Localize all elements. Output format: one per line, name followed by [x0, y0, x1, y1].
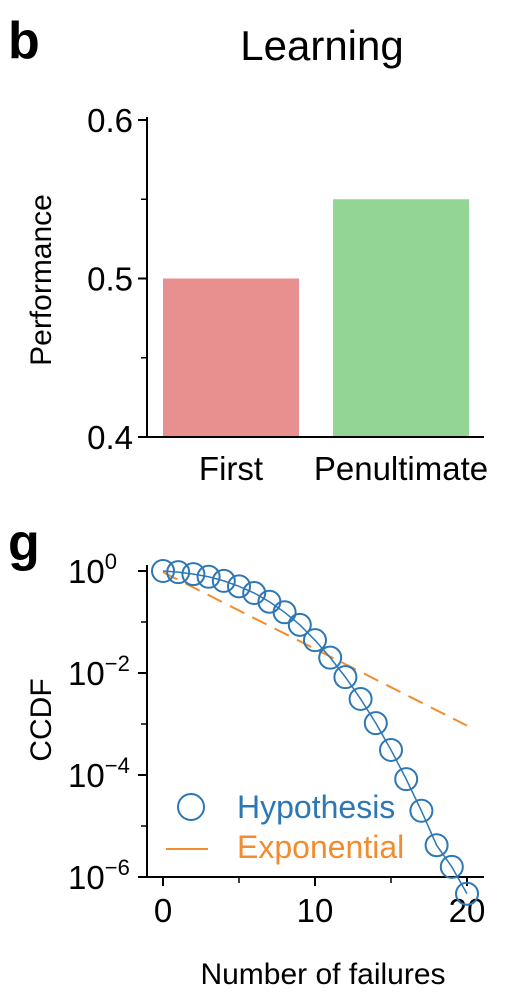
- x-ticks: 0 10 20: [154, 877, 486, 929]
- legend: Hypothesis Exponential: [166, 789, 404, 865]
- data-point-hypothesis: [272, 600, 297, 625]
- y-ticks: 100 10−2 10−4 10−6: [68, 549, 147, 896]
- data-point-hypothesis: [439, 854, 464, 879]
- x-tick-label: 0: [154, 892, 172, 929]
- legend-label-hypothesis: Hypothesis: [237, 789, 395, 825]
- y-ticks: 0.4 0.5 0.6: [87, 102, 147, 456]
- x-tick-label: 20: [449, 892, 486, 929]
- x-tick-label: 10: [297, 892, 334, 929]
- y-tick-label: 10−2: [68, 651, 130, 692]
- y-tick-label: 0.4: [87, 419, 133, 456]
- data-point-hypothesis: [348, 686, 373, 711]
- y-axis-label: Performance: [25, 194, 58, 366]
- bar-first: [163, 278, 299, 437]
- y-tick-label: 100: [68, 549, 117, 590]
- data-point-hypothesis: [394, 767, 419, 792]
- panel-letter-g: g: [8, 514, 40, 572]
- data-point-hypothesis: [303, 628, 327, 653]
- data-point-hypothesis: [151, 559, 175, 583]
- data-point-hypothesis: [455, 881, 479, 906]
- data-point-hypothesis: [424, 833, 449, 858]
- x-axis-label: Number of failures: [200, 958, 445, 991]
- data-point-hypothesis: [242, 581, 267, 606]
- legend-marker-hypothesis: [177, 793, 205, 821]
- chart-title: Learning: [240, 22, 403, 69]
- y-tick-label: 0.6: [87, 102, 133, 139]
- data-point-hypothesis: [181, 562, 206, 587]
- y-tick-label: 0.5: [87, 261, 133, 298]
- bars: [163, 199, 469, 437]
- panel-b: b Learning Performance 0.4 0.5 0.6 First Pe…: [8, 12, 488, 487]
- y-tick-label: 10−4: [68, 753, 130, 794]
- data-point-hypothesis: [227, 574, 251, 599]
- data-point-hypothesis: [409, 798, 434, 823]
- data-point-hypothesis: [318, 645, 343, 670]
- x-ticks: First Penultimate: [199, 450, 488, 487]
- y-axis-label: CCDF: [25, 678, 58, 761]
- data-point-hypothesis: [287, 612, 312, 637]
- data-point-hypothesis: [379, 737, 403, 762]
- panel-letter-b: b: [8, 12, 40, 70]
- data-point-hypothesis: [333, 665, 358, 690]
- data-point-hypothesis: [196, 564, 221, 589]
- legend-label-exponential: Exponential: [237, 829, 404, 865]
- y-tick-label: 10−6: [68, 855, 130, 896]
- series: [151, 559, 479, 906]
- data-point-hypothesis: [363, 711, 388, 736]
- bar-penultimate: [333, 199, 469, 437]
- data-point-hypothesis: [166, 560, 191, 585]
- x-tick-label: Penultimate: [314, 450, 488, 487]
- x-tick-label: First: [199, 450, 263, 487]
- panel-g: g CCDF 100 10−2 10−4 10−6 0 10 20 Number of f…: [8, 514, 485, 991]
- data-point-hypothesis: [211, 568, 236, 593]
- series-exponential-line: [162, 571, 468, 727]
